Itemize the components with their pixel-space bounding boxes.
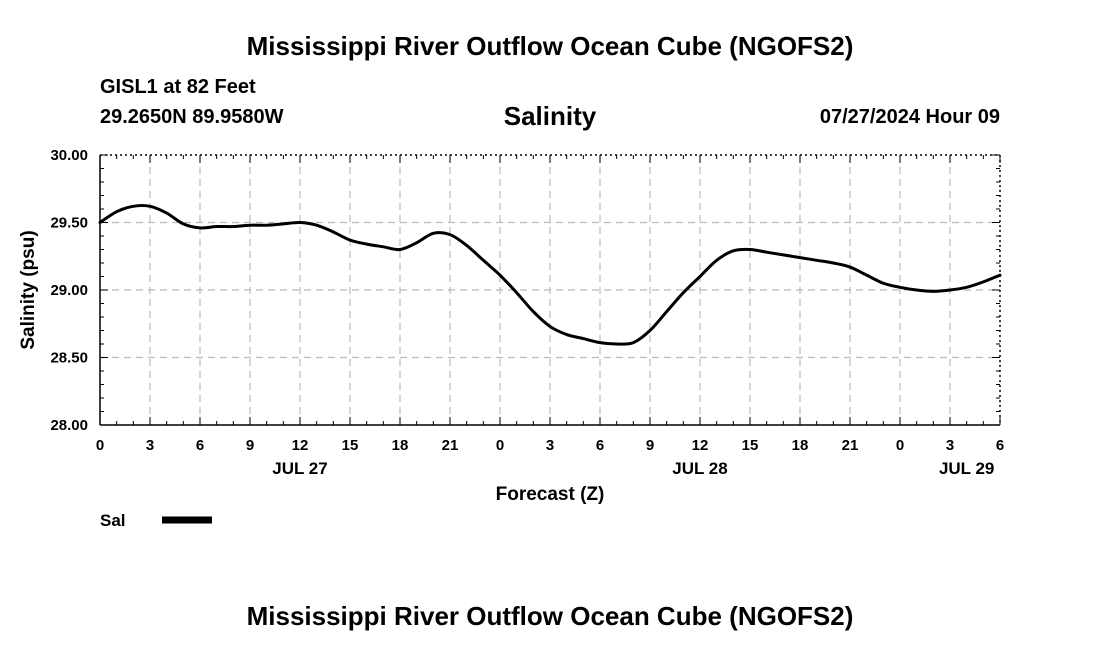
x-tick-label: 15 (742, 437, 759, 454)
x-tick-label: 3 (546, 437, 554, 454)
x-tick-label: 0 (896, 437, 904, 454)
x-tick-label: 18 (792, 437, 809, 454)
x-tick-label: 21 (442, 437, 459, 454)
y-tick-label: 29.50 (50, 215, 88, 232)
x-tick-label: 6 (596, 437, 604, 454)
x-tick-label: 21 (842, 437, 859, 454)
y-tick-label: 28.50 (50, 350, 88, 367)
x-tick-label: 6 (996, 437, 1004, 454)
series-line-sal (98, 204, 1002, 346)
chart-title: Salinity (503, 101, 597, 131)
day-label: JUL 28 (672, 459, 727, 478)
x-tick-label: 18 (392, 437, 409, 454)
x-tick-label: 0 (96, 437, 104, 454)
x-tick-label: 6 (196, 437, 204, 454)
page-title-bottom: Mississippi River Outflow Ocean Cube (NG… (246, 601, 854, 631)
legend-label: Sal (100, 511, 126, 530)
page-title: Mississippi River Outflow Ocean Cube (NG… (246, 31, 854, 61)
forecast-datetime: 07/27/2024 Hour 09 (819, 106, 1000, 128)
x-tick-label: 15 (342, 437, 359, 454)
x-tick-label: 0 (496, 437, 504, 454)
day-label: JUL 29 (939, 459, 994, 478)
x-axis-title: Forecast (Z) (496, 484, 605, 505)
x-tick-label: 12 (692, 437, 709, 454)
x-tick-label: 9 (646, 437, 654, 454)
y-tick-label: 28.00 (50, 417, 88, 434)
x-tick-label: 12 (292, 437, 309, 454)
y-axis-title: Salinity (psu) (18, 230, 39, 349)
x-tick-label: 9 (246, 437, 254, 454)
station-name: GISL1 at 82 Feet (100, 76, 256, 98)
y-tick-label: 29.00 (50, 282, 88, 299)
day-label: JUL 27 (272, 459, 327, 478)
x-tick-label: 3 (946, 437, 954, 454)
y-tick-label: 30.00 (50, 147, 88, 164)
x-tick-label: 3 (146, 437, 154, 454)
station-coordinates: 29.2650N 89.9580W (100, 106, 284, 128)
